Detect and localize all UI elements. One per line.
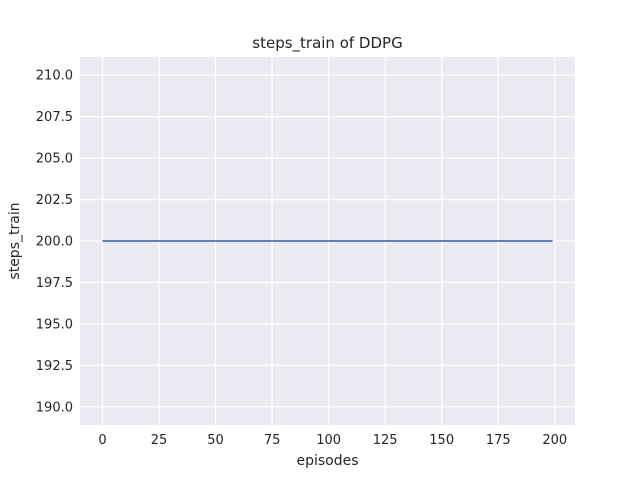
x-tick-label: 125 xyxy=(373,433,398,448)
y-tick-label: 205.0 xyxy=(36,152,73,167)
x-tick-label: 25 xyxy=(151,433,168,448)
y-tick-label: 195.0 xyxy=(36,317,73,332)
chart-title: steps_train of DDPG xyxy=(252,34,403,52)
y-tick-label: 200.0 xyxy=(36,235,73,250)
x-tick-label: 0 xyxy=(98,433,106,448)
y-tick-label: 197.5 xyxy=(36,276,73,291)
x-tick-label: 75 xyxy=(264,433,281,448)
y-tick-label: 192.5 xyxy=(36,359,73,374)
y-tick-label: 190.0 xyxy=(36,400,73,415)
y-tick-label: 202.5 xyxy=(36,193,73,208)
x-tick-label: 100 xyxy=(316,433,341,448)
x-tick-label: 200 xyxy=(542,433,567,448)
x-tick-label: 150 xyxy=(429,433,454,448)
x-tick-label: 175 xyxy=(486,433,511,448)
x-axis-label: episodes xyxy=(296,453,359,469)
y-tick-label: 210.0 xyxy=(36,69,73,84)
x-tick-label: 50 xyxy=(207,433,224,448)
y-tick-label: 207.5 xyxy=(36,110,73,125)
y-axis-label-text: steps_train xyxy=(7,202,23,280)
